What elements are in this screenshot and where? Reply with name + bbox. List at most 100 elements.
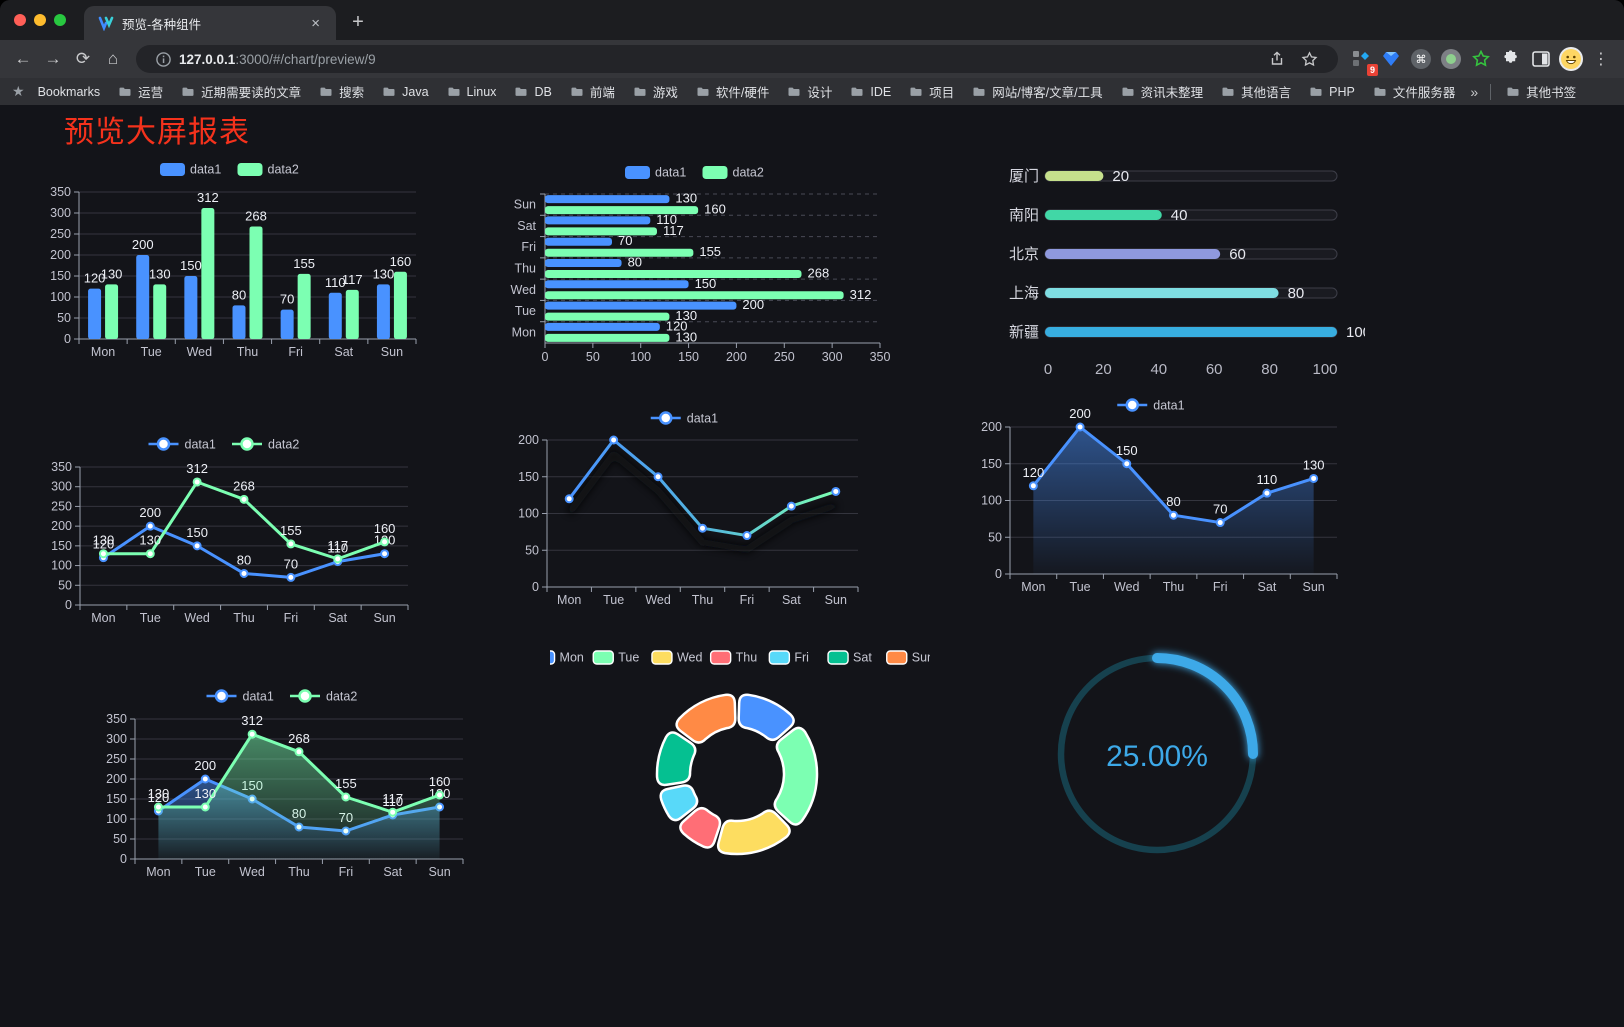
close-window-button[interactable] bbox=[14, 14, 26, 26]
pie-slice-Wed[interactable] bbox=[716, 809, 791, 856]
bar-data1-Thu[interactable] bbox=[545, 259, 622, 267]
point-data1-Thu[interactable] bbox=[239, 568, 249, 578]
browser-menu-icon[interactable]: ⋮ bbox=[1593, 51, 1609, 68]
point-data2-Tue[interactable] bbox=[200, 802, 210, 812]
progress-fill-厦门[interactable] bbox=[1045, 171, 1104, 181]
point-data2-Sat[interactable] bbox=[333, 554, 343, 564]
point-data1-Mon[interactable] bbox=[1028, 481, 1038, 491]
bar-data2-Thu[interactable] bbox=[249, 226, 263, 339]
browser-tab[interactable]: 预览-各种组件 × bbox=[84, 6, 336, 40]
bar-data1-Sat[interactable] bbox=[328, 292, 342, 339]
point-data2-Thu[interactable] bbox=[294, 747, 304, 757]
back-icon[interactable]: ← bbox=[14, 49, 32, 68]
legend-item-data1[interactable]: data1 bbox=[625, 166, 686, 180]
point-data1-Mon[interactable] bbox=[564, 494, 574, 504]
point-data1-Wed[interactable] bbox=[653, 472, 663, 482]
tab-close-icon[interactable]: × bbox=[311, 14, 320, 32]
legend-item-data2[interactable]: data2 bbox=[232, 437, 299, 452]
bookmark-folder-设计[interactable]: 设计 bbox=[778, 79, 841, 104]
point-data1-Fri[interactable] bbox=[1215, 518, 1225, 528]
bar-data1-Sat[interactable] bbox=[545, 216, 651, 225]
bookmarks-overflow-chevron[interactable]: » bbox=[1470, 83, 1479, 100]
progress-fill-北京[interactable] bbox=[1045, 249, 1221, 259]
point-data1-Wed[interactable] bbox=[1122, 459, 1132, 469]
maximize-window-button[interactable] bbox=[54, 14, 66, 26]
bookmark-folder-软件/硬件[interactable]: 软件/硬件 bbox=[687, 79, 778, 104]
bar-data2-Tue[interactable] bbox=[545, 312, 670, 321]
bookmark-folder-Java[interactable]: Java bbox=[373, 82, 437, 102]
pie-slice-Tue[interactable] bbox=[773, 726, 819, 826]
legend-item-Wed[interactable]: Wed bbox=[651, 650, 703, 665]
bar-data1-Tue[interactable] bbox=[545, 301, 737, 310]
bar-data1-Thu[interactable] bbox=[232, 305, 246, 339]
bar-data2-Fri[interactable] bbox=[297, 273, 311, 339]
point-data1-Tue[interactable] bbox=[609, 435, 619, 445]
legend-item-Sun[interactable]: Sun bbox=[886, 650, 930, 665]
pie-slice-Sun[interactable] bbox=[675, 693, 737, 744]
progress-fill-新疆[interactable] bbox=[1045, 327, 1337, 337]
point-data1-Tue[interactable] bbox=[200, 774, 210, 784]
point-data2-Sat[interactable] bbox=[388, 807, 398, 817]
bar-data2-Sat[interactable] bbox=[345, 289, 359, 339]
bookmark-folder-PHP[interactable]: PHP bbox=[1300, 82, 1364, 102]
point-data2-Fri[interactable] bbox=[341, 792, 351, 802]
bar-data2-Thu[interactable] bbox=[545, 270, 802, 278]
pie-slice-Fri[interactable] bbox=[659, 784, 699, 822]
legend-item-Tue[interactable]: Tue bbox=[592, 650, 639, 665]
point-data1-Tue[interactable] bbox=[1075, 422, 1085, 432]
forward-icon[interactable]: → bbox=[44, 49, 62, 68]
bookmark-folder-运营[interactable]: 运营 bbox=[109, 79, 172, 104]
bookmark-folder-网站/博客/文章/工具[interactable]: 网站/博客/文章/工具 bbox=[963, 79, 1111, 104]
bar-data1-Fri[interactable] bbox=[545, 237, 612, 246]
bar-data2-Sun[interactable] bbox=[393, 271, 407, 339]
progress-fill-上海[interactable] bbox=[1045, 288, 1279, 298]
point-data1-Sat[interactable] bbox=[1262, 488, 1272, 498]
bar-data1-Sun[interactable] bbox=[545, 195, 670, 204]
legend-item-Sat[interactable]: Sat bbox=[827, 650, 872, 665]
tab-group-extension-icon[interactable]: 9 bbox=[1346, 44, 1378, 76]
point-data2-Wed[interactable] bbox=[192, 477, 202, 487]
legend-item-data1[interactable]: data1 bbox=[1117, 398, 1185, 413]
point-data2-Sun[interactable] bbox=[380, 537, 390, 547]
bar-data1-Mon[interactable] bbox=[545, 322, 660, 331]
green-star-extension-icon[interactable] bbox=[1466, 44, 1496, 74]
legend-item-data1[interactable]: data1 bbox=[148, 437, 216, 452]
side-panel-icon[interactable] bbox=[1526, 44, 1556, 74]
point-data1-Sat[interactable] bbox=[786, 501, 796, 511]
legend-item-data1[interactable]: data1 bbox=[160, 163, 221, 177]
legend-item-data2[interactable]: data2 bbox=[702, 166, 764, 180]
point-data1-Sun[interactable] bbox=[831, 486, 841, 496]
point-data2-Fri[interactable] bbox=[286, 539, 296, 549]
bar-data1-Fri[interactable] bbox=[280, 309, 294, 339]
bar-data2-Sun[interactable] bbox=[545, 206, 699, 215]
point-data1-Sun[interactable] bbox=[380, 549, 390, 559]
bar-data1-Sun[interactable] bbox=[376, 284, 390, 339]
point-data1-Fri[interactable] bbox=[742, 531, 752, 541]
gem-extension-icon[interactable] bbox=[1376, 44, 1406, 74]
bookmark-folder-IDE[interactable]: IDE bbox=[841, 82, 900, 102]
bookmark-star-icon[interactable] bbox=[1301, 50, 1318, 68]
point-data2-Mon[interactable] bbox=[153, 802, 163, 812]
bookmarks-root[interactable]: Bookmarks bbox=[37, 84, 101, 99]
legend-item-Fri[interactable]: Fri bbox=[768, 650, 809, 665]
bar-data2-Mon[interactable] bbox=[545, 333, 670, 342]
bookmark-folder-DB[interactable]: DB bbox=[505, 82, 560, 102]
bar-data1-Mon[interactable] bbox=[88, 288, 102, 339]
legend-item-data1[interactable]: data1 bbox=[206, 689, 274, 704]
new-tab-button[interactable]: + bbox=[352, 10, 364, 33]
minimize-window-button[interactable] bbox=[34, 14, 46, 26]
bookmark-folder-Linux[interactable]: Linux bbox=[438, 82, 506, 102]
point-data1-Thu[interactable] bbox=[698, 523, 707, 533]
gauge-progress-arc[interactable] bbox=[1152, 653, 1258, 759]
reload-icon[interactable]: ⟳ bbox=[75, 49, 91, 68]
pie-slice-Mon[interactable] bbox=[737, 693, 795, 742]
bar-data2-Fri[interactable] bbox=[545, 248, 694, 257]
site-info-icon[interactable] bbox=[156, 51, 171, 67]
point-data1-Thu[interactable] bbox=[1169, 510, 1178, 520]
legend-item-Mon[interactable]: Mon bbox=[550, 650, 584, 665]
bar-data2-Sat[interactable] bbox=[545, 227, 657, 236]
legend-item-data1[interactable]: data1 bbox=[650, 411, 718, 426]
bar-data2-Wed[interactable] bbox=[201, 207, 215, 339]
point-data1-Sun[interactable] bbox=[1309, 473, 1319, 483]
share-icon[interactable] bbox=[1269, 51, 1285, 67]
